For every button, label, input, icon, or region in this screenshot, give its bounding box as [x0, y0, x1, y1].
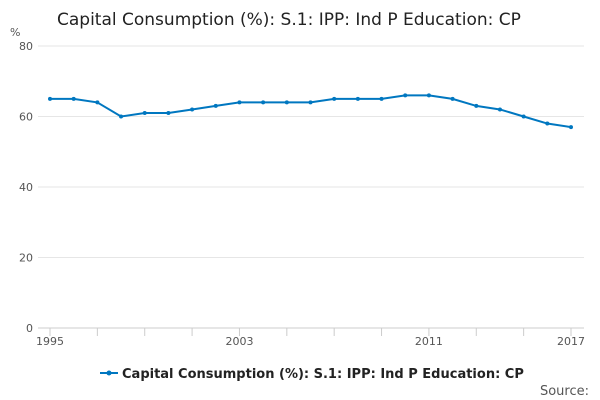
data-point [521, 114, 526, 119]
x-tick-label: 1995 [36, 335, 64, 348]
data-point [379, 96, 384, 101]
y-tick-label: 20 [19, 252, 33, 265]
series-line [50, 94, 572, 129]
data-point [426, 93, 431, 98]
data-point [142, 110, 147, 115]
legend[interactable]: Capital Consumption (%): S.1: IPP: Ind P… [100, 367, 524, 382]
x-tick-label: 2003 [225, 335, 253, 348]
data-point [261, 100, 266, 105]
legend-marker-icon [106, 370, 112, 376]
data-point [284, 100, 289, 105]
y-tick-label: 60 [19, 111, 33, 124]
source-label: Source: [540, 384, 589, 399]
legend-label: Capital Consumption (%): S.1: IPP: Ind P… [122, 367, 524, 382]
data-point [119, 114, 124, 119]
data-point [48, 96, 52, 101]
data-point [190, 107, 195, 112]
data-point [497, 107, 502, 112]
y-tick-label: 80 [19, 40, 33, 53]
chart-title: Capital Consumption (%): S.1: IPP: Ind P… [57, 10, 521, 30]
y-tick-label: 40 [19, 181, 33, 194]
data-point [71, 96, 76, 101]
data-point [95, 100, 100, 105]
data-point [332, 96, 337, 101]
data-point [450, 96, 455, 101]
x-tick-label: 2017 [557, 335, 585, 348]
y-tick-label: 0 [26, 322, 33, 335]
data-point [474, 103, 479, 108]
data-point [403, 93, 408, 98]
data-point [237, 100, 242, 105]
data-point [308, 100, 313, 105]
data-point [355, 96, 360, 101]
data-point [569, 125, 573, 130]
data-point [545, 121, 550, 126]
data-point [213, 103, 218, 108]
y-axis-label: % [10, 26, 20, 39]
x-tick-label: 2011 [415, 335, 443, 348]
data-point [166, 110, 171, 115]
